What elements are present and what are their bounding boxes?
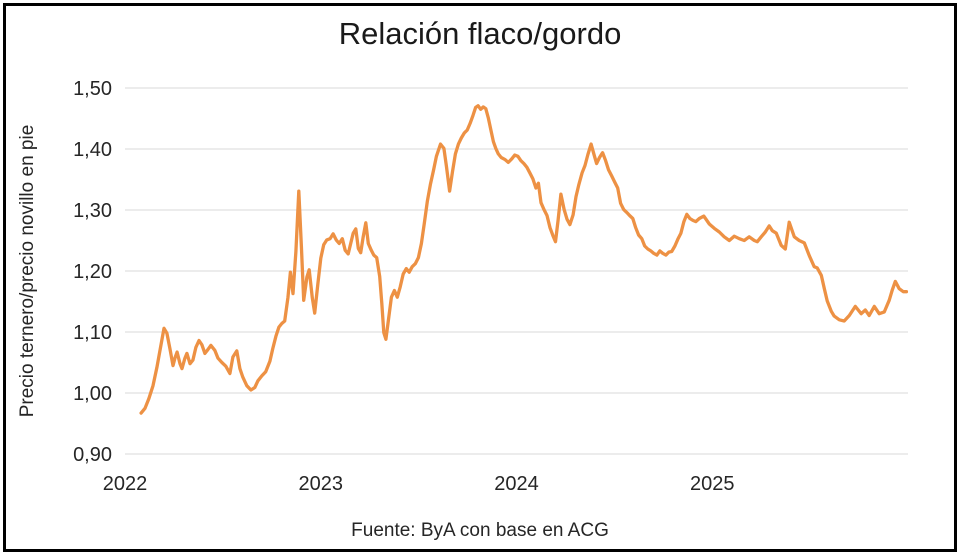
y-tick-label: 0,90 — [73, 444, 112, 466]
chart-title: Relación flaco/gordo — [338, 16, 622, 51]
y-tick-label: 1,30 — [73, 200, 112, 222]
x-tick-label: 2024 — [494, 473, 539, 495]
y-tick-label: 1,00 — [73, 383, 112, 405]
y-tick-label: 1,50 — [73, 78, 112, 100]
y-tick-label: 1,10 — [73, 322, 112, 344]
series-line — [139, 104, 909, 415]
source-note: Fuente: ByA con base en ACG — [351, 520, 609, 541]
x-tick-label: 2023 — [299, 473, 344, 495]
x-tick-label: 2022 — [103, 473, 148, 495]
x-tick-label: 2025 — [690, 473, 735, 495]
y-tick-label: 1,40 — [73, 139, 112, 161]
y-tick-label: 1,20 — [73, 261, 112, 283]
